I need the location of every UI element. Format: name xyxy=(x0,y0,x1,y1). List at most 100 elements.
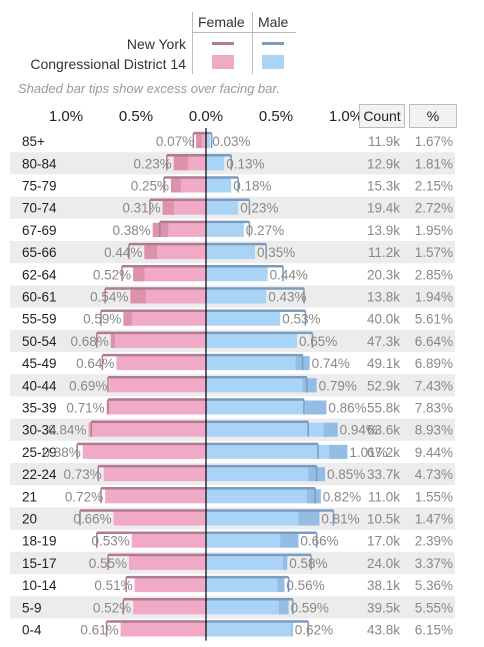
female-bar xyxy=(106,400,206,415)
age-label: 21 xyxy=(22,489,37,504)
percent-column-header[interactable]: % xyxy=(409,104,457,128)
male-bar xyxy=(206,378,317,393)
legend-male-header: Male xyxy=(258,14,289,30)
chart-note: Shaded bar tips show excess over facing … xyxy=(18,81,280,96)
count-value: 11.9k xyxy=(368,134,400,149)
male-excess-tip xyxy=(291,622,293,637)
female-bar xyxy=(131,533,206,548)
male-pct-label: 0.27% xyxy=(246,223,284,238)
legend-swatch-cd-female xyxy=(212,55,234,69)
percent-value: 7.43% xyxy=(415,378,453,393)
male-excess-tip xyxy=(278,600,289,615)
axis-tick-right-1: 0.5% xyxy=(258,108,294,125)
female-excess-tip xyxy=(144,245,157,260)
female-bar xyxy=(105,489,206,504)
female-bar xyxy=(130,289,206,304)
male-excess-tip xyxy=(280,533,299,548)
male-bar xyxy=(206,333,297,348)
axis-tick-left-2: 0.5% xyxy=(118,108,154,125)
female-pct-label: 0.88% xyxy=(43,445,81,460)
axis-tick-center: 0.0% xyxy=(188,108,224,125)
male-bar xyxy=(206,422,338,437)
male-pct-label: 0.94% xyxy=(340,423,378,438)
percent-value: 2.72% xyxy=(415,201,453,216)
male-excess-tip xyxy=(277,578,285,593)
female-bar xyxy=(116,356,206,371)
male-pct-label: 0.82% xyxy=(323,489,361,504)
female-pct-label: 0.59% xyxy=(83,312,121,327)
age-label: 65-66 xyxy=(22,245,57,260)
male-pct-label: 0.56% xyxy=(286,578,324,593)
age-label: 50-54 xyxy=(22,334,57,349)
female-pct-label: 0.31% xyxy=(122,201,160,216)
age-label: 20 xyxy=(22,512,37,527)
percent-value: 1.67% xyxy=(415,134,453,149)
male-bar xyxy=(206,600,289,615)
percent-value: 2.39% xyxy=(415,534,453,549)
female-pct-label: 0.25% xyxy=(131,179,169,194)
percent-value: 6.89% xyxy=(415,356,453,371)
count-value: 17.0k xyxy=(367,534,400,549)
male-bar xyxy=(206,578,285,593)
percent-value: 3.37% xyxy=(415,556,453,571)
axis-tick-right-2: 1.0% xyxy=(328,108,364,125)
male-bar xyxy=(206,511,320,526)
male-pct-label: 0.79% xyxy=(319,378,357,393)
female-pct-label: 0.84% xyxy=(48,423,86,438)
percent-value: 1.57% xyxy=(415,245,453,260)
female-pct-label: 0.72% xyxy=(65,489,103,504)
age-label: 5-9 xyxy=(22,600,42,615)
female-bar xyxy=(123,311,206,326)
legend-female-header: Female xyxy=(198,14,245,30)
count-value: 67.2k xyxy=(367,445,400,460)
count-value: 63.6k xyxy=(367,423,400,438)
count-value: 39.5k xyxy=(367,600,400,615)
male-pct-label: 0.35% xyxy=(257,245,295,260)
female-bar xyxy=(144,245,206,260)
age-label: 80-84 xyxy=(22,156,57,171)
count-value: 55.8k xyxy=(367,401,400,416)
age-label: 30-34 xyxy=(22,423,57,438)
age-label: 70-74 xyxy=(22,201,57,216)
male-pct-label: 0.86% xyxy=(328,401,366,416)
percent-value: 7.83% xyxy=(415,401,453,416)
age-label: 55-59 xyxy=(22,312,57,327)
age-label: 10-14 xyxy=(22,578,57,593)
male-bar xyxy=(206,489,321,504)
female-bar xyxy=(120,622,206,637)
count-value: 20.3k xyxy=(367,267,400,282)
female-excess-tip xyxy=(162,200,174,215)
row-band xyxy=(10,152,455,175)
percent-value: 1.47% xyxy=(415,512,453,527)
male-pct-label: 0.62% xyxy=(295,623,333,638)
percent-value: 4.73% xyxy=(415,467,453,482)
percent-value: 1.95% xyxy=(415,223,453,238)
age-label: 15-17 xyxy=(22,556,57,571)
male-pct-label: 0.65% xyxy=(299,334,337,349)
female-bar xyxy=(82,444,206,459)
female-bar xyxy=(133,267,206,282)
female-pct-label: 0.69% xyxy=(69,378,107,393)
male-excess-tip xyxy=(323,422,338,437)
count-value: 47.3k xyxy=(367,334,400,349)
age-label: 22-24 xyxy=(22,467,57,482)
female-pct-label: 0.07% xyxy=(156,134,194,149)
female-pct-label: 0.51% xyxy=(94,578,132,593)
count-value: 15.3k xyxy=(367,179,400,194)
male-pct-label: 0.03% xyxy=(212,134,250,149)
percent-value: 2.85% xyxy=(415,267,453,282)
female-pct-label: 0.61% xyxy=(80,623,118,638)
female-excess-tip xyxy=(171,178,181,193)
male-bar xyxy=(206,444,348,459)
male-pct-label: 0.43% xyxy=(268,290,306,305)
count-value: 19.4k xyxy=(367,201,400,216)
percent-value: 9.44% xyxy=(415,445,453,460)
count-value: 13.9k xyxy=(367,223,400,238)
female-bar xyxy=(110,333,206,348)
count-value: 49.1k xyxy=(367,356,400,371)
count-column-header[interactable]: Count xyxy=(359,104,405,128)
female-pct-label: 0.55% xyxy=(89,556,127,571)
age-label: 35-39 xyxy=(22,401,57,416)
female-pct-label: 0.68% xyxy=(71,334,109,349)
male-pct-label: 0.53% xyxy=(282,312,320,327)
